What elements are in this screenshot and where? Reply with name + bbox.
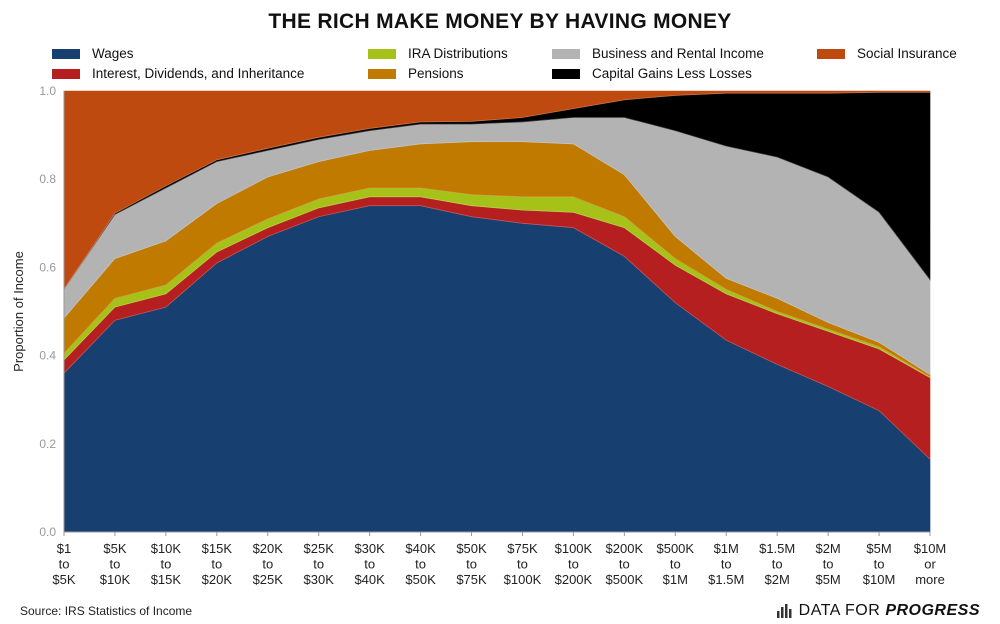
x-tick-label: $500K <box>656 541 694 556</box>
x-tick-label: to <box>466 557 477 572</box>
legend-swatch <box>52 48 80 59</box>
x-tick-label: to <box>517 557 528 572</box>
x-tick-label: $75K <box>456 572 487 587</box>
legend-item: Wages <box>52 46 134 61</box>
legend-label: Business and Rental Income <box>592 46 764 61</box>
x-tick-label: $2M <box>815 541 840 556</box>
x-tick-label: $5M <box>866 541 891 556</box>
stacked-area-chart: 0.0 0.2 0.4 0.6 0.8 1.0 Proportion of Income $1… <box>11 84 947 587</box>
legend-item: Pensions <box>368 66 464 81</box>
x-tick-label: to <box>110 557 121 572</box>
x-tick-label: $1 <box>57 541 71 556</box>
layer-boundary-line <box>63 91 930 290</box>
legend-swatch <box>552 68 580 79</box>
x-tick-label: $50K <box>456 541 487 556</box>
y-tick-label: 0.4 <box>39 349 56 363</box>
x-tick-label: $100K <box>504 572 542 587</box>
x-tick-label: $75K <box>507 541 538 556</box>
x-tick-label: to <box>211 557 222 572</box>
x-tick-label: $20K <box>202 572 233 587</box>
y-tick-label: 0.0 <box>39 525 56 539</box>
x-tick-label: $200K <box>606 541 644 556</box>
legend-label: Pensions <box>408 66 464 81</box>
legend-swatch <box>52 68 80 79</box>
layer-boundary-line <box>63 205 931 460</box>
area-social-insurance <box>63 90 931 291</box>
legend-label: IRA Distributions <box>408 46 508 61</box>
brand-text-light: DATA FOR <box>798 602 881 619</box>
legend-item: IRA Distributions <box>368 46 508 61</box>
x-tick-label: $5K <box>52 572 75 587</box>
x-tick-label: $40K <box>354 572 385 587</box>
x-tick-label: to <box>721 557 732 572</box>
x-tick-label: to <box>364 557 375 572</box>
legend-swatch <box>552 48 580 59</box>
x-tick-label: $10M <box>914 541 947 556</box>
x-tick-label: to <box>59 557 70 572</box>
x-tick-label: $1.5M <box>759 541 795 556</box>
x-tick-label: to <box>568 557 579 572</box>
x-tick-label: $100K <box>555 541 593 556</box>
x-tick-label: $10M <box>863 572 896 587</box>
x-tick-label: $200K <box>555 572 593 587</box>
x-tick-label: $10K <box>100 572 131 587</box>
x-tick-label: to <box>415 557 426 572</box>
legend-swatch <box>817 48 845 59</box>
layer-boundary-line <box>63 187 931 378</box>
legend-item: Capital Gains Less Losses <box>552 66 752 81</box>
y-tick-label: 0.8 <box>39 172 56 186</box>
x-tick-label: $20K <box>253 541 284 556</box>
legend: Wages Interest, Dividends, and Inheritanc… <box>52 46 992 88</box>
x-tick-label: to <box>313 557 324 572</box>
x-tick-label: $30K <box>354 541 385 556</box>
source-note: Source: IRS Statistics of Income <box>20 604 193 618</box>
x-tick-label: $5K <box>103 541 126 556</box>
legend-item: Social Insurance <box>817 46 957 61</box>
y-tick-label: 1.0 <box>39 84 56 98</box>
x-tick-label: $40K <box>405 541 436 556</box>
legend-label: Capital Gains Less Losses <box>592 66 752 81</box>
x-tick-label: $30K <box>304 572 335 587</box>
x-tick-label: $25K <box>304 541 335 556</box>
brand-logo: DATA FOR PROGRESS <box>776 602 980 620</box>
x-tick-label: $1.5M <box>708 572 744 587</box>
chart-title: THE RICH MAKE MONEY BY HAVING MONEY <box>268 10 732 33</box>
x-tick-label: $1M <box>714 541 739 556</box>
y-tick-label: 0.6 <box>39 260 56 274</box>
brand-text-strong: PROGRESS <box>885 602 980 619</box>
legend-swatch <box>368 48 396 59</box>
x-tick-label: to <box>160 557 171 572</box>
x-tick-label: $5M <box>815 572 840 587</box>
x-tick-label: $25K <box>253 572 284 587</box>
x-tick-label: $10K <box>151 541 182 556</box>
x-tick-label: or <box>924 557 936 572</box>
x-tick-label: $50K <box>405 572 436 587</box>
legend-label: Interest, Dividends, and Inheritance <box>92 66 305 81</box>
legend-label: Social Insurance <box>857 46 957 61</box>
x-tick-label: $15K <box>151 572 182 587</box>
x-tick-label: more <box>915 572 945 587</box>
legend-swatch <box>368 68 396 79</box>
x-tick-label: to <box>823 557 834 572</box>
legend-item: Business and Rental Income <box>552 46 764 61</box>
legend-label: Wages <box>92 46 134 61</box>
x-tick-label: to <box>772 557 783 572</box>
x-tick-label: to <box>262 557 273 572</box>
x-tick-label: to <box>619 557 630 572</box>
x-tick-label: $15K <box>202 541 233 556</box>
x-tick-label: $1M <box>663 572 688 587</box>
y-tick-label: 0.2 <box>39 437 56 451</box>
x-tick-label: to <box>670 557 681 572</box>
layer-boundary-line <box>63 117 931 290</box>
legend-item: Interest, Dividends, and Inheritance <box>52 66 304 81</box>
y-axis-label: Proportion of Income <box>11 251 26 372</box>
layer-boundary-line <box>63 196 931 378</box>
layer-boundary-line <box>63 141 931 375</box>
x-tick-label: to <box>874 557 885 572</box>
bar-chart-logo-icon <box>776 604 792 618</box>
x-tick-label: $2M <box>765 572 790 587</box>
x-tick-label: $500K <box>606 572 644 587</box>
